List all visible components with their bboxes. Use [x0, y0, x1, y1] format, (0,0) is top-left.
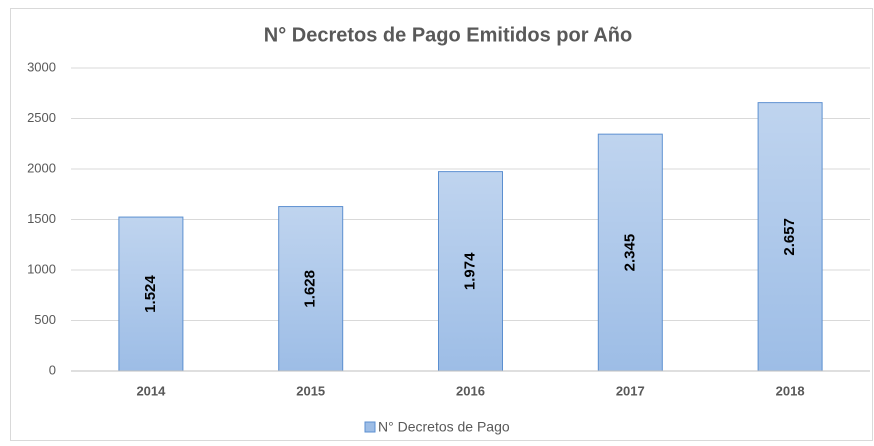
bar-shine — [758, 103, 822, 371]
y-tick-label: 500 — [34, 312, 56, 327]
legend-swatch — [364, 421, 376, 433]
y-tick-label: 2500 — [27, 110, 56, 125]
y-tick-label: 2000 — [27, 160, 56, 175]
value-label: 1.974 — [461, 252, 478, 290]
value-label: 1.628 — [302, 270, 319, 308]
chart-title: N° Decretos de Pago Emitidos por Año — [264, 24, 632, 46]
x-tick-label: 2015 — [296, 383, 325, 398]
y-tick-label: 0 — [49, 362, 56, 377]
y-tick-label: 1000 — [27, 261, 56, 276]
x-tick-label: 2018 — [776, 383, 805, 398]
x-tick-label: 2017 — [616, 383, 645, 398]
bar-shine — [598, 134, 662, 371]
value-label: 1.524 — [142, 275, 159, 313]
bar-shine — [439, 172, 502, 371]
x-tick-label: 2016 — [456, 383, 485, 398]
x-tick-label: 2014 — [136, 383, 166, 398]
value-label: 2.657 — [781, 218, 798, 256]
y-tick-label: 1500 — [27, 211, 56, 226]
legend-label: N° Decretos de Pago — [378, 419, 510, 435]
bar-shine — [119, 217, 183, 371]
bar-shine — [279, 207, 343, 371]
value-label: 2.345 — [621, 234, 638, 272]
y-tick-label: 3000 — [27, 59, 56, 74]
